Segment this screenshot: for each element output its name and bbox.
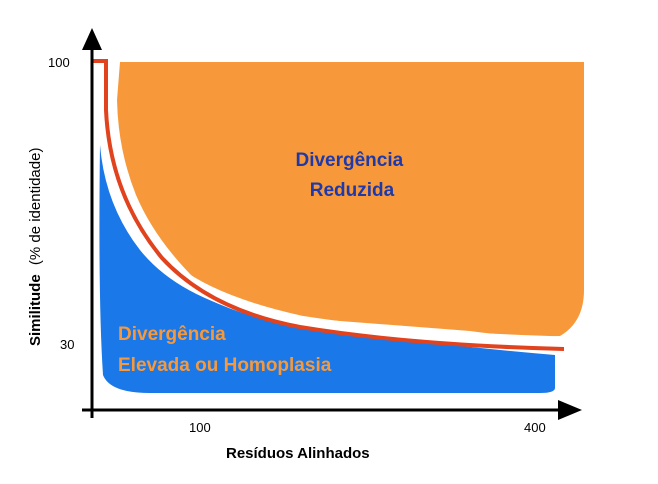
y-tick-label-100: 100: [48, 55, 70, 70]
y-tick-label-30: 30: [60, 337, 74, 352]
y-axis-title: Similitude (% de identidade): [27, 148, 44, 346]
x-axis-title: Resíduos Alinhados: [226, 445, 370, 462]
x-axis-arrowhead: [558, 400, 582, 420]
y-axis-arrowhead: [82, 28, 102, 50]
y-axis-title-main: Similitude: [27, 274, 44, 346]
threshold-line: [92, 59, 565, 351]
separator-band: [103, 143, 571, 350]
region-reduced-divergence: [117, 62, 584, 337]
region-high-divergence: [99, 145, 555, 393]
region-label-high: Divergência Elevada ou Homoplasia: [118, 324, 332, 376]
region-label-reduced-line2: Reduzida: [310, 180, 395, 201]
region-label-high-line1: Divergência: [118, 324, 226, 345]
region-label-reduced-line1: Divergência: [295, 150, 403, 171]
x-tick-label-400: 400: [524, 420, 546, 435]
region-label-reduced: Divergência Reduzida: [295, 150, 408, 201]
y-axis-title-sub: (% de identidade): [27, 148, 44, 266]
region-label-high-line2: Elevada ou Homoplasia: [118, 355, 332, 376]
x-tick-label-100: 100: [189, 420, 211, 435]
